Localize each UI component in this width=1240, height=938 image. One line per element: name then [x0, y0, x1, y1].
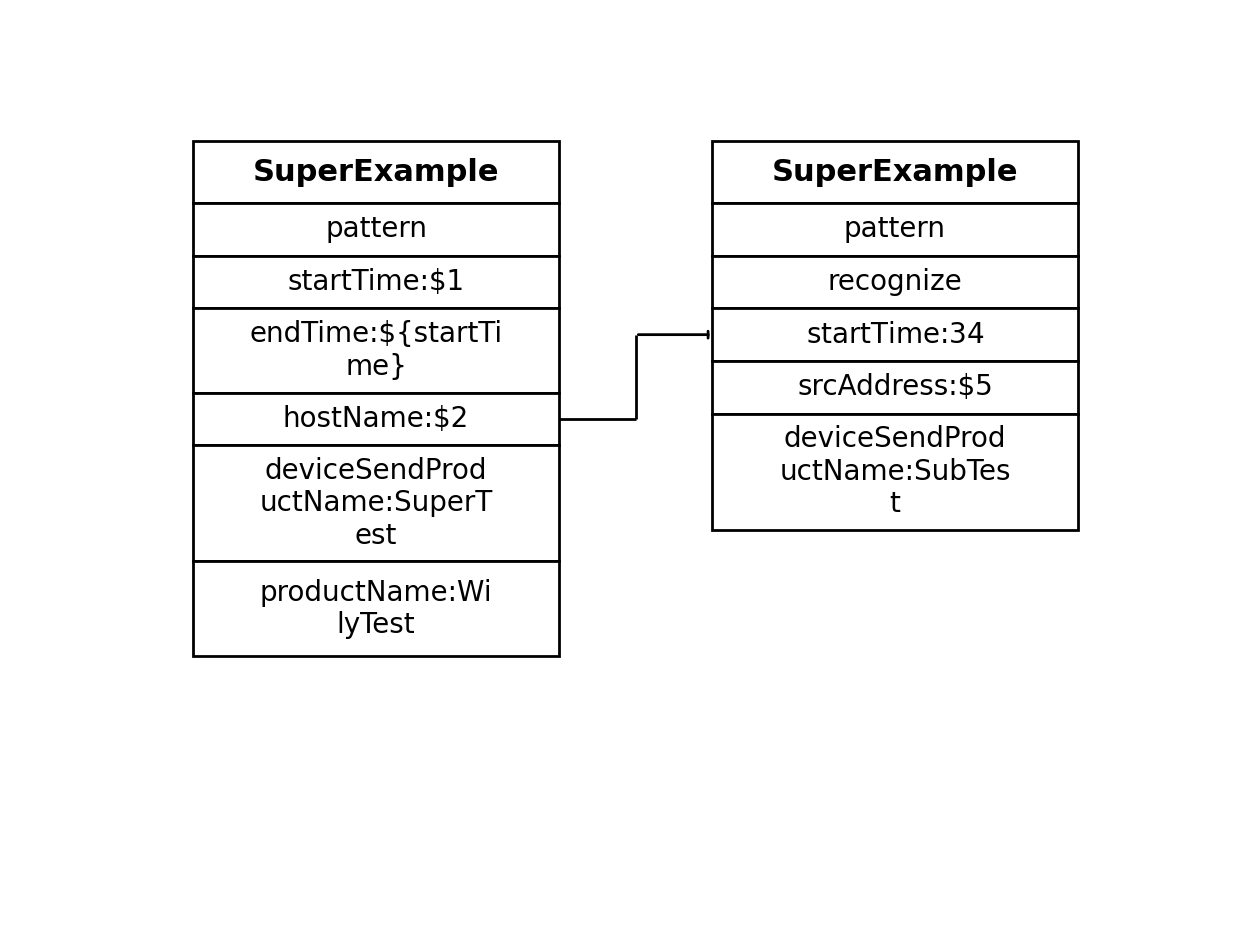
Bar [712, 414, 1078, 530]
Bar [193, 203, 558, 255]
Text: SuperExample: SuperExample [771, 158, 1018, 187]
Bar [193, 393, 558, 446]
Bar [712, 309, 1078, 361]
Bar [193, 561, 558, 657]
Text: hostName:$2: hostName:$2 [283, 405, 469, 433]
Text: recognize: recognize [827, 268, 962, 295]
Bar [193, 255, 558, 309]
Text: srcAddress:$5: srcAddress:$5 [797, 373, 993, 401]
Bar [712, 361, 1078, 414]
Text: startTime:$3 $4: startTime:$3 $4 [806, 321, 985, 349]
Bar [712, 255, 1078, 309]
Text: deviceSendProd
uctName:SubTes
t: deviceSendProd uctName:SubTes t [779, 425, 1011, 518]
Bar [193, 142, 558, 203]
Bar [193, 309, 558, 393]
Text: pattern: pattern [844, 215, 946, 243]
Text: endTime:${startTi
me}: endTime:${startTi me} [249, 320, 502, 381]
Bar [712, 203, 1078, 255]
Text: SuperExample: SuperExample [253, 158, 500, 187]
Text: startTime:$1: startTime:$1 [288, 268, 465, 295]
Text: pattern: pattern [325, 215, 427, 243]
Text: deviceSendProd
uctName:SuperT
est: deviceSendProd uctName:SuperT est [259, 457, 492, 550]
Bar [712, 142, 1078, 203]
Bar [193, 446, 558, 561]
Text: productName:Wi
lyTest: productName:Wi lyTest [259, 579, 492, 639]
